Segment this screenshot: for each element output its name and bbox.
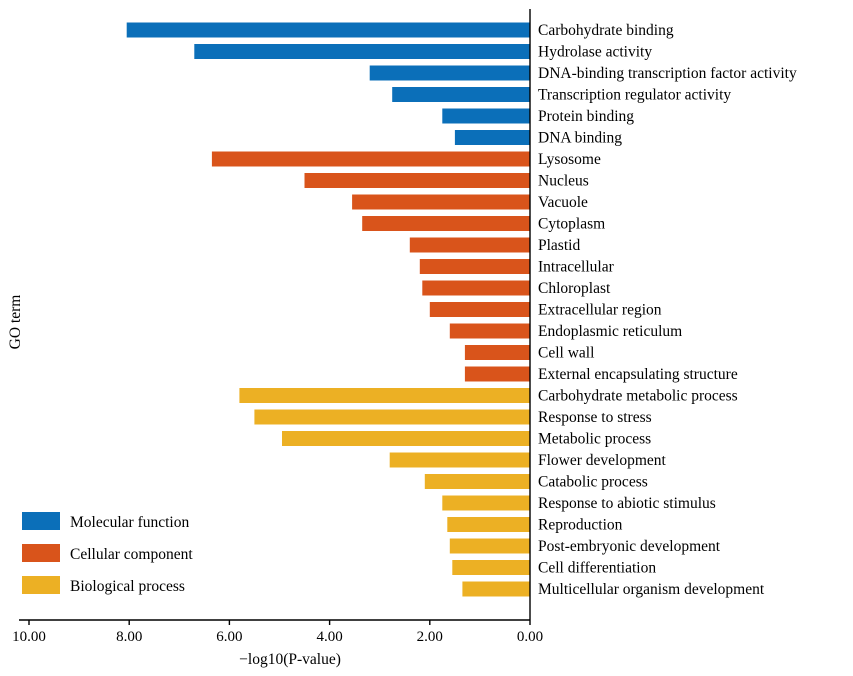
category-label-4: Protein binding <box>538 108 634 125</box>
bar-13 <box>429 302 530 317</box>
bar-7 <box>304 173 530 188</box>
category-label-0: Carbohydrate binding <box>538 22 674 39</box>
bar-1 <box>194 44 531 59</box>
bar-24 <box>449 538 530 554</box>
bar-22 <box>442 495 530 511</box>
category-label-8: Vacuole <box>538 194 588 211</box>
bar-14 <box>449 323 530 339</box>
bar-0 <box>126 22 530 38</box>
category-label-20: Flower development <box>538 452 667 469</box>
x-ticks-group: 10.00 8.00 6.00 4.00 2.00 0.00 <box>12 620 543 645</box>
bar-6 <box>211 151 530 167</box>
category-label-7: Nucleus <box>538 173 589 190</box>
x-tick-label-3: 4.00 <box>316 629 342 645</box>
bar-19 <box>282 431 530 446</box>
bar-10 <box>409 237 530 253</box>
bar-15 <box>464 345 530 360</box>
category-label-22: Response to abiotic stimulus <box>538 495 716 512</box>
legend-label-0: Molecular function <box>70 514 189 531</box>
category-label-2: DNA-binding transcription factor activit… <box>538 65 797 82</box>
x-tick-label-4: 2.00 <box>417 629 443 645</box>
category-label-9: Cytoplasm <box>538 216 605 233</box>
category-label-11: Intracellular <box>538 259 615 276</box>
category-label-24: Post-embryonic development <box>538 538 721 555</box>
category-label-23: Reproduction <box>538 517 623 534</box>
category-label-25: Cell differentiation <box>538 560 656 577</box>
bar-8 <box>352 194 530 210</box>
bar-18 <box>254 409 530 425</box>
category-label-3: Transcription regulator activity <box>538 87 731 104</box>
y-axis-label: GO term <box>7 295 24 350</box>
bar-21 <box>424 474 530 489</box>
x-tick-label-0: 10.00 <box>12 629 46 645</box>
category-label-15: Cell wall <box>538 345 594 362</box>
category-label-26: Multicellular organism development <box>538 581 765 598</box>
x-tick-label-2: 6.00 <box>216 629 242 645</box>
category-label-21: Catabolic process <box>538 474 648 491</box>
x-tick-label-5: 0.00 <box>517 629 543 645</box>
bar-4 <box>442 108 530 124</box>
category-label-17: Carbohydrate metabolic process <box>538 388 738 405</box>
legend: Molecular function Cellular component Biol… <box>22 512 193 595</box>
legend-label-2: Biological process <box>70 578 185 595</box>
legend-swatch-0 <box>22 512 60 530</box>
legend-label-1: Cellular component <box>70 546 193 563</box>
bars-group <box>126 22 531 597</box>
category-label-12: Chloroplast <box>538 280 611 297</box>
category-label-5: DNA binding <box>538 130 622 147</box>
bar-23 <box>447 517 530 532</box>
legend-swatch-1 <box>22 544 60 562</box>
category-label-1: Hydrolase activity <box>538 44 652 61</box>
category-label-14: Endoplasmic reticulum <box>538 323 682 340</box>
category-label-18: Response to stress <box>538 409 652 426</box>
bar-9 <box>362 216 530 231</box>
category-label-10: Plastid <box>538 237 580 254</box>
category-label-19: Metabolic process <box>538 431 651 448</box>
bar-11 <box>419 259 530 274</box>
category-label-16: External encapsulating structure <box>538 366 738 383</box>
category-labels-group: Carbohydrate binding Hydrolase activity DN… <box>538 22 797 598</box>
category-label-6: Lysosome <box>538 151 601 168</box>
bar-2 <box>369 65 530 81</box>
bar-16 <box>464 366 530 382</box>
legend-swatch-2 <box>22 576 60 594</box>
bar-12 <box>422 280 530 296</box>
bar-25 <box>452 560 530 575</box>
bar-20 <box>389 452 530 468</box>
x-axis-label: −log10(P-value) <box>239 651 341 668</box>
bar-26 <box>462 581 530 597</box>
x-tick-label-1: 8.00 <box>116 629 142 645</box>
category-label-13: Extracellular region <box>538 302 662 319</box>
bar-5 <box>454 130 531 145</box>
bar-17 <box>239 388 530 403</box>
bar-3 <box>392 87 530 102</box>
